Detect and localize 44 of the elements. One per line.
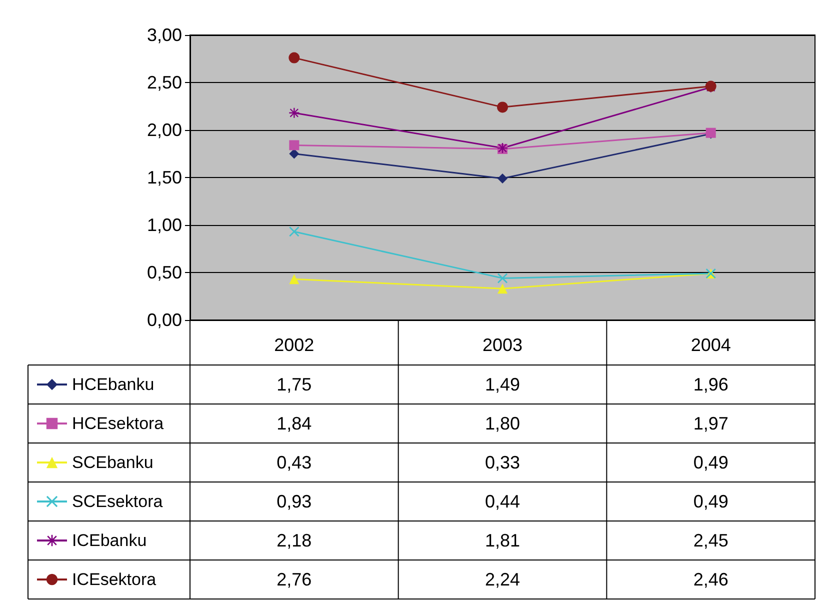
data-label: 1,96 <box>693 374 728 394</box>
legend-label: ICEsektora <box>72 570 157 589</box>
data-label: 2,18 <box>276 530 312 550</box>
data-label: 2,24 <box>484 570 520 590</box>
data-label: 0,43 <box>276 452 312 472</box>
data-label: 0,93 <box>276 492 312 512</box>
legend-label: ICEbanku <box>72 531 147 550</box>
y-tick-label: 1,50 <box>146 168 182 188</box>
point <box>289 274 300 284</box>
y-tick-label: 3,00 <box>146 25 182 45</box>
y-tick-label: 0,00 <box>146 310 182 330</box>
x-tick-label: 2002 <box>274 335 314 355</box>
data-label: 0,33 <box>484 452 520 472</box>
y-tick-label: 2,50 <box>146 72 182 92</box>
data-label: 2,45 <box>693 530 728 550</box>
point <box>498 284 508 294</box>
data-label: 1,97 <box>693 414 728 434</box>
y-tick-label: 0,50 <box>146 262 182 282</box>
y-tick-label: 2,00 <box>146 120 182 140</box>
legend-label: HCEbanku <box>72 375 154 394</box>
data-label: 0,44 <box>484 492 520 512</box>
data-label: 2,46 <box>693 570 728 590</box>
data-label: 0,49 <box>693 452 728 472</box>
legend-label: SCEsektora <box>72 492 164 511</box>
y-tick-label: 1,00 <box>146 215 182 235</box>
point <box>289 226 300 237</box>
data-label: 1,84 <box>276 414 312 434</box>
data-label: 0,49 <box>693 492 728 512</box>
point <box>288 52 300 64</box>
legend-label: HCEsektora <box>72 414 164 433</box>
legend-label: SCEbanku <box>72 453 154 472</box>
point <box>289 108 300 118</box>
data-label: 1,75 <box>276 374 312 394</box>
data-label: 1,49 <box>484 374 520 394</box>
point <box>289 140 300 150</box>
x-tick-label: 2004 <box>690 335 731 355</box>
point <box>498 273 508 284</box>
data-label: 2,76 <box>276 570 312 590</box>
data-label: 1,81 <box>484 530 520 550</box>
point <box>498 173 508 184</box>
point <box>497 102 508 113</box>
point <box>289 148 300 159</box>
x-tick-label: 2003 <box>482 335 523 355</box>
data-label: 1,80 <box>484 414 520 434</box>
